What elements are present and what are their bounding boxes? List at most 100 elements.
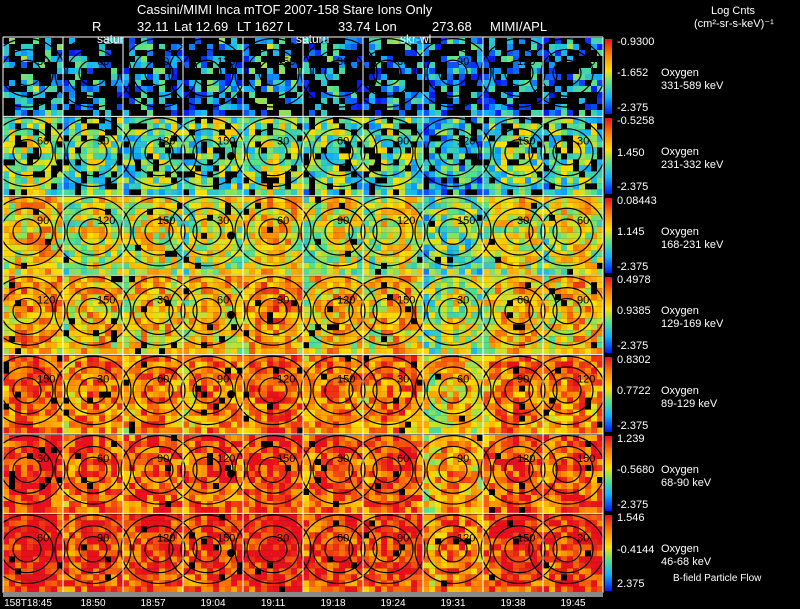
colorbar-cmin-4: -2.375 bbox=[617, 340, 649, 353]
time-tick-10: 19:45 bbox=[560, 598, 586, 609]
svg-text:30: 30 bbox=[457, 294, 469, 306]
contour-group-1 bbox=[0, 38, 606, 108]
colorbar-title: Log Cnts bbox=[711, 5, 756, 17]
flow-label: B-field Particle Flow bbox=[673, 573, 762, 584]
planet-marker-4 bbox=[227, 310, 235, 319]
time-tick-1: 158T18:45 bbox=[4, 598, 52, 609]
contour-labels-6: 30 60 90 120 150 30 60 90 120 150 bbox=[37, 453, 595, 465]
info-lon-label: Lon bbox=[375, 19, 397, 34]
colorbar-cmid-2: 1.450 bbox=[617, 146, 645, 159]
time-bar bbox=[3, 592, 603, 597]
svg-text:90: 90 bbox=[457, 56, 469, 68]
planet-marker-3 bbox=[227, 231, 235, 240]
colorbar-2 bbox=[605, 118, 612, 194]
species-label-5: Oxygen 89-129 keV bbox=[661, 384, 718, 410]
contour-labels-1: 30 60 90 120 150 30 60 90 120 150 bbox=[37, 56, 595, 68]
planet-marker-7 bbox=[227, 549, 235, 558]
colorbar-cmid-4: 0.9385 bbox=[617, 305, 651, 318]
svg-text:30: 30 bbox=[157, 294, 169, 306]
species-label-2: Oxygen 231-332 keV bbox=[661, 146, 724, 172]
info-apl: MIMI/APL bbox=[490, 19, 548, 34]
colorbar-cmin-7: 2.375 bbox=[617, 578, 645, 591]
time-tick-6: 19:18 bbox=[320, 598, 346, 609]
svg-text:60: 60 bbox=[397, 56, 409, 68]
svg-text:90: 90 bbox=[37, 215, 49, 227]
svg-text:60: 60 bbox=[277, 215, 289, 227]
svg-text:150: 150 bbox=[397, 294, 415, 306]
svg-text:120: 120 bbox=[397, 215, 415, 227]
info-lat: Lat 12.69 bbox=[174, 19, 229, 34]
info-r-label: R bbox=[92, 19, 102, 34]
svg-text:120: 120 bbox=[157, 135, 175, 147]
svg-text:120: 120 bbox=[337, 294, 355, 306]
colorbar-3 bbox=[605, 197, 612, 274]
info-r-value: 32.11 bbox=[137, 19, 169, 34]
species-label-7: Oxygen 46-68 keV bbox=[661, 543, 712, 569]
colorbar-cmax-4: 0.4978 bbox=[617, 274, 651, 287]
panel-gridlines bbox=[2, 36, 604, 594]
contour-group-5 bbox=[0, 355, 606, 426]
svg-text:60: 60 bbox=[517, 294, 529, 306]
svg-text:120: 120 bbox=[517, 56, 535, 68]
time-tick-9: 19:38 bbox=[500, 598, 526, 609]
svg-text:150: 150 bbox=[157, 215, 175, 227]
svg-text:90: 90 bbox=[277, 294, 289, 306]
svg-text:150: 150 bbox=[97, 294, 115, 306]
species-label-1: Oxygen 331-589 keV bbox=[661, 67, 724, 92]
tag-satur: satur bbox=[97, 32, 124, 46]
svg-text:30: 30 bbox=[277, 135, 289, 147]
colorbar-cmin-5: -2.375 bbox=[617, 419, 649, 432]
colorbar-cmax-6: 1.239 bbox=[617, 433, 645, 445]
colorbar-cmax-7: 1.546 bbox=[617, 512, 645, 525]
svg-text:60: 60 bbox=[217, 294, 229, 306]
colorbar-cmin-3: -2.375 bbox=[617, 260, 649, 273]
colorbar-cmid-6: -0.5680 bbox=[617, 464, 655, 477]
svg-text:30: 30 bbox=[517, 215, 529, 227]
colorbar-cmax-1: -0.9300 bbox=[617, 36, 655, 48]
colorbar-cmax-5: 0.8302 bbox=[617, 353, 651, 366]
svg-text:60: 60 bbox=[37, 135, 49, 147]
contour-group-7 bbox=[0, 514, 606, 585]
planet-marker-6 bbox=[227, 469, 235, 478]
svg-text:150: 150 bbox=[217, 135, 235, 147]
chart-title: Cassini/MIMI Inca mTOF 2007-158 Stare Io… bbox=[137, 2, 433, 17]
colorbar-1 bbox=[605, 39, 612, 115]
svg-text:60: 60 bbox=[577, 215, 589, 227]
info-last-value: 273.68 bbox=[432, 19, 472, 34]
colorbar-cmin-6: -2.375 bbox=[617, 498, 649, 511]
info-lt: LT 1627 bbox=[237, 19, 284, 34]
tag-skr: skr-wl bbox=[400, 32, 432, 46]
svg-text:90: 90 bbox=[97, 135, 109, 147]
colorbar-units: (cm²-sr-s-keV)⁻¹ bbox=[694, 18, 774, 30]
heatmap-row-5 bbox=[3, 355, 603, 434]
time-tick-7: 19:24 bbox=[380, 598, 406, 609]
species-label-4: Oxygen 129-169 keV bbox=[661, 305, 724, 331]
svg-text:150: 150 bbox=[577, 56, 595, 68]
svg-text:150: 150 bbox=[457, 215, 475, 227]
svg-text:150: 150 bbox=[517, 135, 535, 147]
svg-text:90: 90 bbox=[337, 215, 349, 227]
colorbar-cmin-1: -2.375 bbox=[617, 101, 649, 114]
colorbar-cmid-5: 0.7722 bbox=[617, 384, 651, 397]
contour-group-3 bbox=[0, 196, 606, 267]
svg-text:60: 60 bbox=[337, 135, 349, 147]
time-tick-3: 18:57 bbox=[140, 598, 166, 609]
time-tick-2: 18:50 bbox=[80, 598, 106, 609]
colorbar-6 bbox=[605, 436, 612, 512]
tag-saturn: saturn bbox=[296, 32, 330, 46]
contour-labels-4: 120 150 30 60 90 120 150 30 60 90 bbox=[37, 294, 589, 306]
time-tick-8: 19:31 bbox=[440, 598, 466, 609]
colorbar-5 bbox=[605, 356, 612, 432]
svg-text:30: 30 bbox=[37, 56, 49, 68]
planet-marker-5 bbox=[227, 390, 235, 399]
svg-text:120: 120 bbox=[457, 135, 475, 147]
contour-group-6 bbox=[0, 435, 606, 505]
colorbar-cmax-3: 0.08443 bbox=[617, 194, 657, 207]
colorbar-cmid-7: -0.4144 bbox=[617, 543, 655, 556]
svg-text:30: 30 bbox=[217, 215, 229, 227]
info-l-label: L bbox=[287, 19, 295, 34]
svg-text:90: 90 bbox=[577, 294, 589, 306]
colorbar-cmid-1: -1.652 bbox=[617, 67, 649, 80]
svg-text:120: 120 bbox=[217, 56, 235, 68]
svg-text:30: 30 bbox=[577, 135, 589, 147]
